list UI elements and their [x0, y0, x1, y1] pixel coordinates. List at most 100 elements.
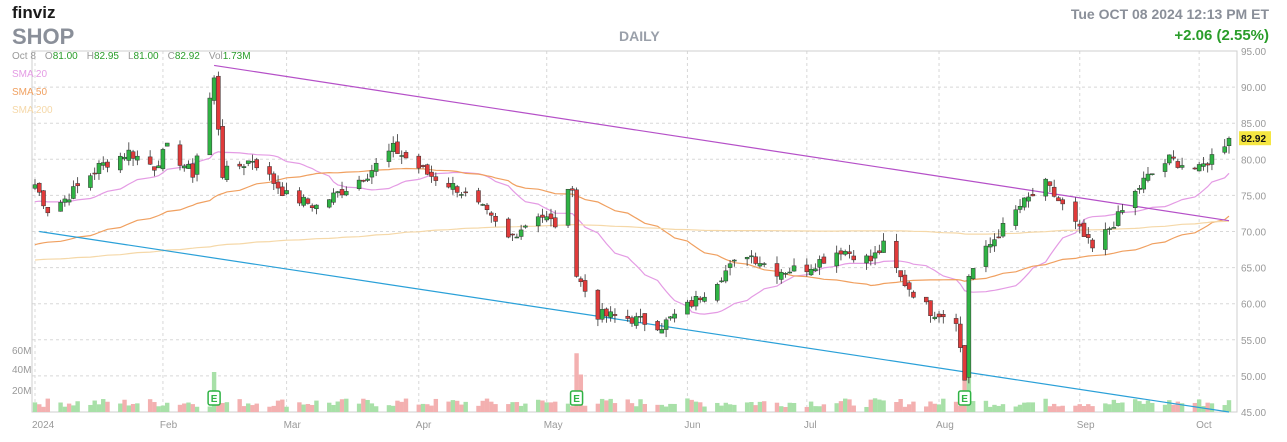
volume-bar	[988, 406, 993, 412]
earnings-marker-label: E	[573, 394, 580, 405]
candle-body	[147, 156, 153, 165]
volume-bar	[510, 402, 515, 412]
y-tick-label: 85.00	[1241, 119, 1266, 130]
candle-body	[284, 190, 289, 195]
volume-bar	[66, 403, 72, 412]
chart-datetime: Tue OCT 08 2024 12:13 PM ET	[1070, 6, 1269, 22]
volume-bar	[1090, 406, 1095, 412]
volume-bar	[493, 404, 498, 412]
candle-body	[544, 216, 549, 221]
candle-body	[1171, 156, 1176, 159]
volume-bar	[220, 403, 225, 412]
volume-bar	[164, 402, 170, 412]
candle-body	[992, 239, 997, 247]
candle-body	[983, 245, 989, 267]
candle-body	[642, 313, 648, 325]
volume-bar	[37, 404, 42, 412]
volume-bar	[41, 406, 46, 412]
candle-body	[254, 159, 259, 169]
candle-body	[659, 329, 665, 334]
close-label: C	[167, 51, 175, 62]
open-value: 81.00	[52, 51, 78, 62]
volume-bar	[902, 406, 908, 412]
volume-bar	[160, 405, 166, 412]
volume-bar	[791, 402, 797, 412]
candle-body	[395, 141, 400, 154]
volume-bar	[182, 403, 187, 412]
candle-body	[958, 323, 963, 348]
candle-body	[1149, 173, 1155, 175]
candle-body	[1077, 223, 1082, 227]
candle-body	[297, 190, 302, 204]
finviz-logo[interactable]: finviz	[12, 3, 56, 22]
candle-body	[1030, 194, 1036, 197]
volume-bar	[702, 406, 707, 412]
volume-bar	[953, 401, 959, 412]
low-label: L	[127, 51, 134, 62]
earnings-marker	[569, 390, 584, 406]
volume-bar	[1086, 404, 1091, 412]
high-label: H	[86, 51, 94, 62]
grid	[32, 50, 1237, 413]
candle-body	[761, 263, 767, 265]
volume-bar	[992, 404, 997, 412]
y-tick-label: 80.00	[1241, 155, 1266, 166]
volume-bar	[237, 399, 242, 412]
volume-bar	[224, 402, 230, 412]
candle-body	[702, 296, 707, 302]
candle-body	[237, 163, 242, 167]
candle-body	[425, 164, 430, 175]
volume-bar	[843, 398, 848, 412]
candle-body	[326, 199, 332, 208]
candle-body	[369, 170, 375, 178]
volume-bar	[638, 399, 643, 412]
candle-body	[936, 313, 942, 318]
candle-body	[1209, 154, 1215, 165]
candle-body	[1222, 146, 1227, 153]
volume-bar	[612, 403, 618, 412]
volume-bar	[1120, 402, 1125, 412]
candle-body	[753, 256, 758, 264]
candle-body	[518, 229, 524, 237]
volume-bar	[454, 400, 460, 412]
candle-body	[987, 244, 993, 248]
candle-body	[1226, 137, 1232, 147]
candle-body	[749, 255, 754, 258]
volume-bar	[570, 406, 575, 412]
candle-body	[1137, 187, 1142, 190]
candle-body	[514, 236, 520, 239]
volume-bar	[1115, 402, 1121, 412]
volume-bar	[983, 400, 989, 412]
volume-bar	[32, 402, 38, 412]
volume-bar	[1000, 404, 1006, 412]
volume-value: 1.73M	[222, 51, 251, 62]
volume-bar	[1022, 402, 1027, 412]
volume-bar	[941, 398, 946, 412]
candle-body	[126, 149, 132, 161]
volume-bar	[186, 402, 191, 412]
candle-body	[130, 151, 136, 159]
volume-tick-label: 20M	[12, 386, 31, 397]
high-value: 82.95	[93, 51, 119, 62]
volume-bar	[1107, 404, 1112, 412]
candle-body	[970, 268, 976, 280]
candle-body	[433, 176, 439, 181]
sma-20-line	[34, 151, 1230, 315]
candle-body	[390, 142, 396, 152]
volume-bar	[463, 401, 468, 412]
volume-bar	[1043, 398, 1048, 412]
candle-body	[638, 316, 643, 318]
volume-bar	[1201, 406, 1206, 412]
candle-body	[808, 268, 814, 276]
candle-body	[1196, 164, 1202, 172]
candle-body	[58, 202, 63, 212]
volume-bar	[834, 403, 839, 412]
candle-body	[906, 282, 912, 290]
volume-bar	[1137, 401, 1142, 412]
volume-bar	[75, 401, 80, 412]
candle-body	[655, 321, 660, 331]
candle-body	[100, 162, 106, 166]
candle-body	[403, 152, 409, 159]
candle-body	[1145, 173, 1151, 181]
price-change: +2.06 (2.55%)	[1174, 27, 1269, 44]
